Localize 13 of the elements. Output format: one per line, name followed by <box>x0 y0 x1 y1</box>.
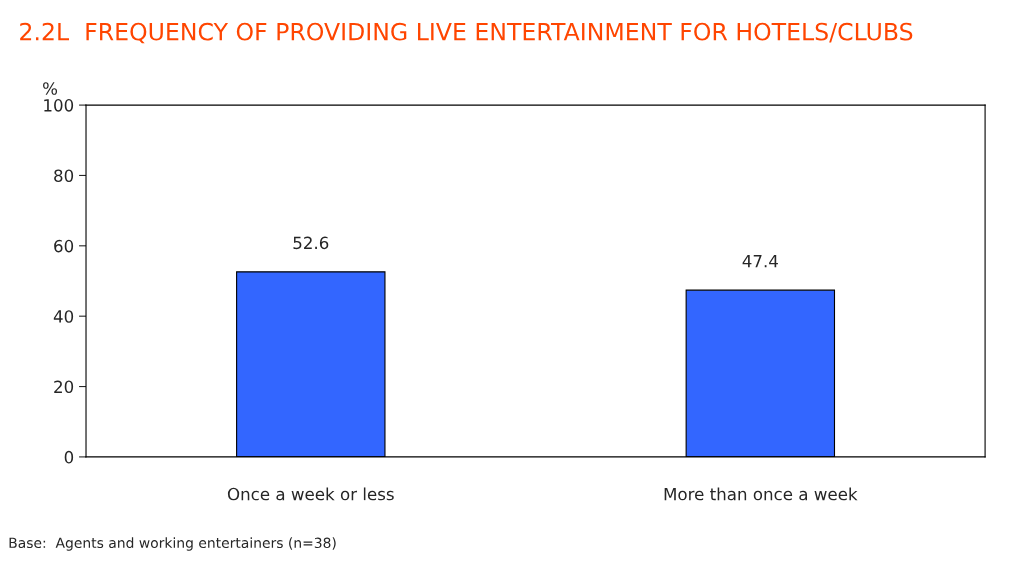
data-label: 47.4 <box>742 255 778 268</box>
chart-title: 2.2L FREQUENCY OF PROVIDING LIVE ENTERTAINMENT FOR HOTELS/CLUBS <box>20 22 913 44</box>
y-axis-title: % <box>43 82 58 95</box>
text: Base: Agents and working entertainers (n=38) <box>9 537 336 551</box>
data-label: 52.6 <box>293 236 329 250</box>
y-tick-label: 0 <box>64 450 74 464</box>
x-tick-label: Once a week or less <box>227 487 394 501</box>
y-tick-label: 100 <box>44 99 74 112</box>
x-tick-label: More than once a week <box>664 487 858 501</box>
y-tick-label: 40 <box>53 310 74 323</box>
y-tick-label: 20 <box>54 380 74 394</box>
y-tick-label: 60 <box>54 239 74 253</box>
y-tick-label: 80 <box>54 169 74 183</box>
